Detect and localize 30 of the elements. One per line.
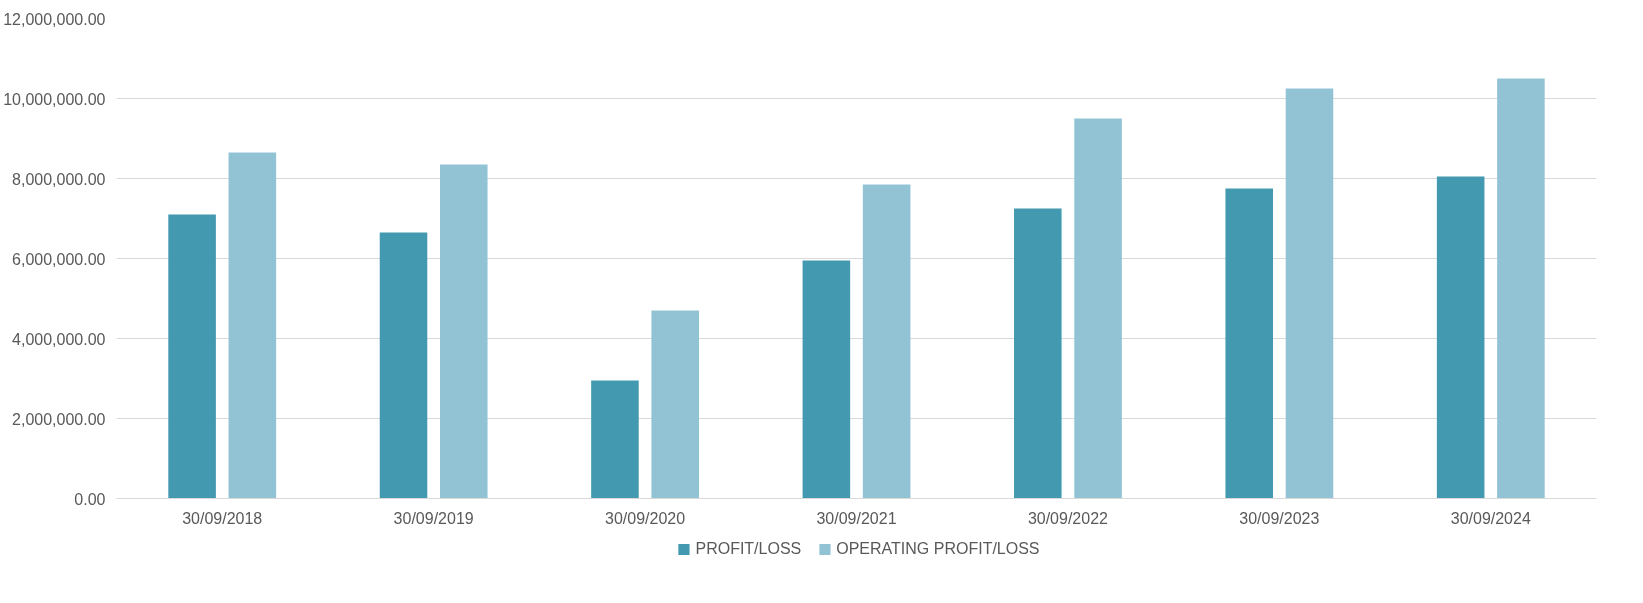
y-tick-label: 2,000,000.00 (12, 410, 106, 428)
y-tick-label: 10,000,000.00 (3, 90, 106, 108)
bar (1285, 88, 1334, 499)
bar (439, 164, 488, 499)
y-tick-label: 12,000,000.00 (3, 10, 106, 28)
bar (862, 184, 911, 499)
bar (651, 310, 699, 499)
legend-label: OPERATING PROFIT/LOSS (836, 540, 1040, 558)
bar (1436, 176, 1485, 499)
legend-label: PROFIT/LOSS (695, 540, 802, 558)
bar (1014, 208, 1062, 499)
x-tick-label: 30/09/2024 (1450, 509, 1531, 527)
bar (1497, 78, 1545, 499)
bar (591, 380, 639, 499)
y-tick-label: 6,000,000.00 (12, 250, 106, 268)
bar (802, 260, 851, 499)
y-tick-label: 0.00 (74, 490, 106, 508)
bar (379, 232, 428, 499)
y-tick-label: 8,000,000.00 (12, 170, 106, 188)
bar (1225, 188, 1274, 499)
x-tick-label: 30/09/2021 (816, 509, 897, 527)
x-tick-label: 30/09/2022 (1027, 509, 1109, 527)
x-tick-label: 30/09/2019 (393, 509, 474, 527)
y-tick-label: 4,000,000.00 (12, 330, 106, 348)
x-tick-label: 30/09/2023 (1239, 509, 1320, 527)
x-tick-label: 30/09/2020 (605, 509, 686, 527)
bar (168, 214, 216, 499)
bar (1074, 118, 1122, 499)
x-tick-label: 30/09/2018 (182, 509, 263, 527)
bar (228, 152, 277, 499)
